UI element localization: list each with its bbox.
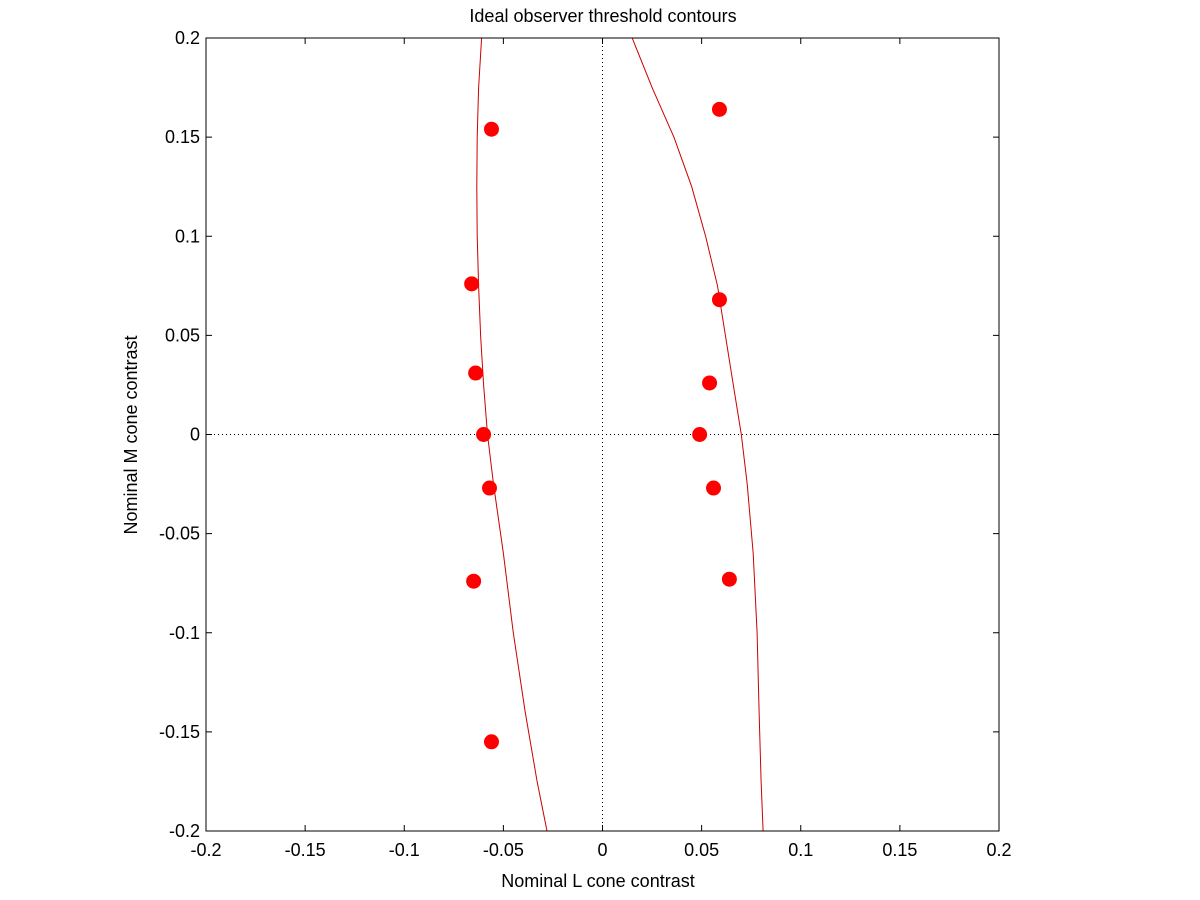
- x-axis-label: Nominal L cone contrast: [501, 871, 694, 891]
- y-tick-label: -0.05: [159, 524, 200, 544]
- y-tick-label: 0.05: [165, 325, 200, 345]
- data-point: [711, 101, 727, 117]
- data-point: [711, 292, 727, 308]
- threshold-contour-1: [476, 37, 548, 832]
- data-point: [702, 375, 718, 391]
- data-point: [464, 276, 480, 292]
- x-tick-label: 0.1: [788, 840, 813, 860]
- x-tick-label: -0.2: [190, 840, 221, 860]
- x-tick-label: 0.2: [986, 840, 1011, 860]
- data-point: [721, 571, 737, 587]
- x-tick-label: 0.05: [684, 840, 719, 860]
- data-points: [464, 101, 737, 750]
- y-tick-label: 0.1: [175, 226, 200, 246]
- x-tick-label: -0.05: [483, 840, 524, 860]
- data-point: [476, 427, 492, 442]
- zero-lines: [206, 38, 999, 831]
- y-tick-label: -0.15: [159, 722, 200, 742]
- y-tick-label: -0.2: [169, 821, 200, 841]
- data-point: [692, 427, 708, 442]
- y-tick-label: 0.2: [175, 28, 200, 48]
- x-tick-label: 0: [597, 840, 607, 860]
- y-tick-label: 0: [190, 425, 200, 445]
- x-tick-label: -0.15: [285, 840, 326, 860]
- x-tick-label: 0.15: [882, 840, 917, 860]
- x-axis-ticks: -0.2 -0.15 -0.1 -0.05 0 0.05 0.1 0.15 0.2: [190, 38, 1012, 860]
- data-point: [481, 480, 497, 496]
- data-point: [483, 121, 499, 137]
- y-axis-ticks: 0.2 0.15 0.1 0.05 0 -0.05 -0.1 -0.15 -0.2: [159, 28, 999, 841]
- threshold-contours: [476, 37, 764, 832]
- chart-title: Ideal observer threshold contours: [469, 6, 736, 26]
- x-tick-label: -0.1: [389, 840, 420, 860]
- data-point: [466, 573, 482, 589]
- y-tick-label: 0.15: [165, 127, 200, 147]
- data-point: [483, 734, 499, 750]
- y-axis-label: Nominal M cone contrast: [121, 335, 141, 534]
- data-point: [706, 480, 722, 496]
- y-tick-label: -0.1: [169, 623, 200, 643]
- threshold-contour-2: [631, 37, 764, 832]
- data-point: [468, 365, 484, 381]
